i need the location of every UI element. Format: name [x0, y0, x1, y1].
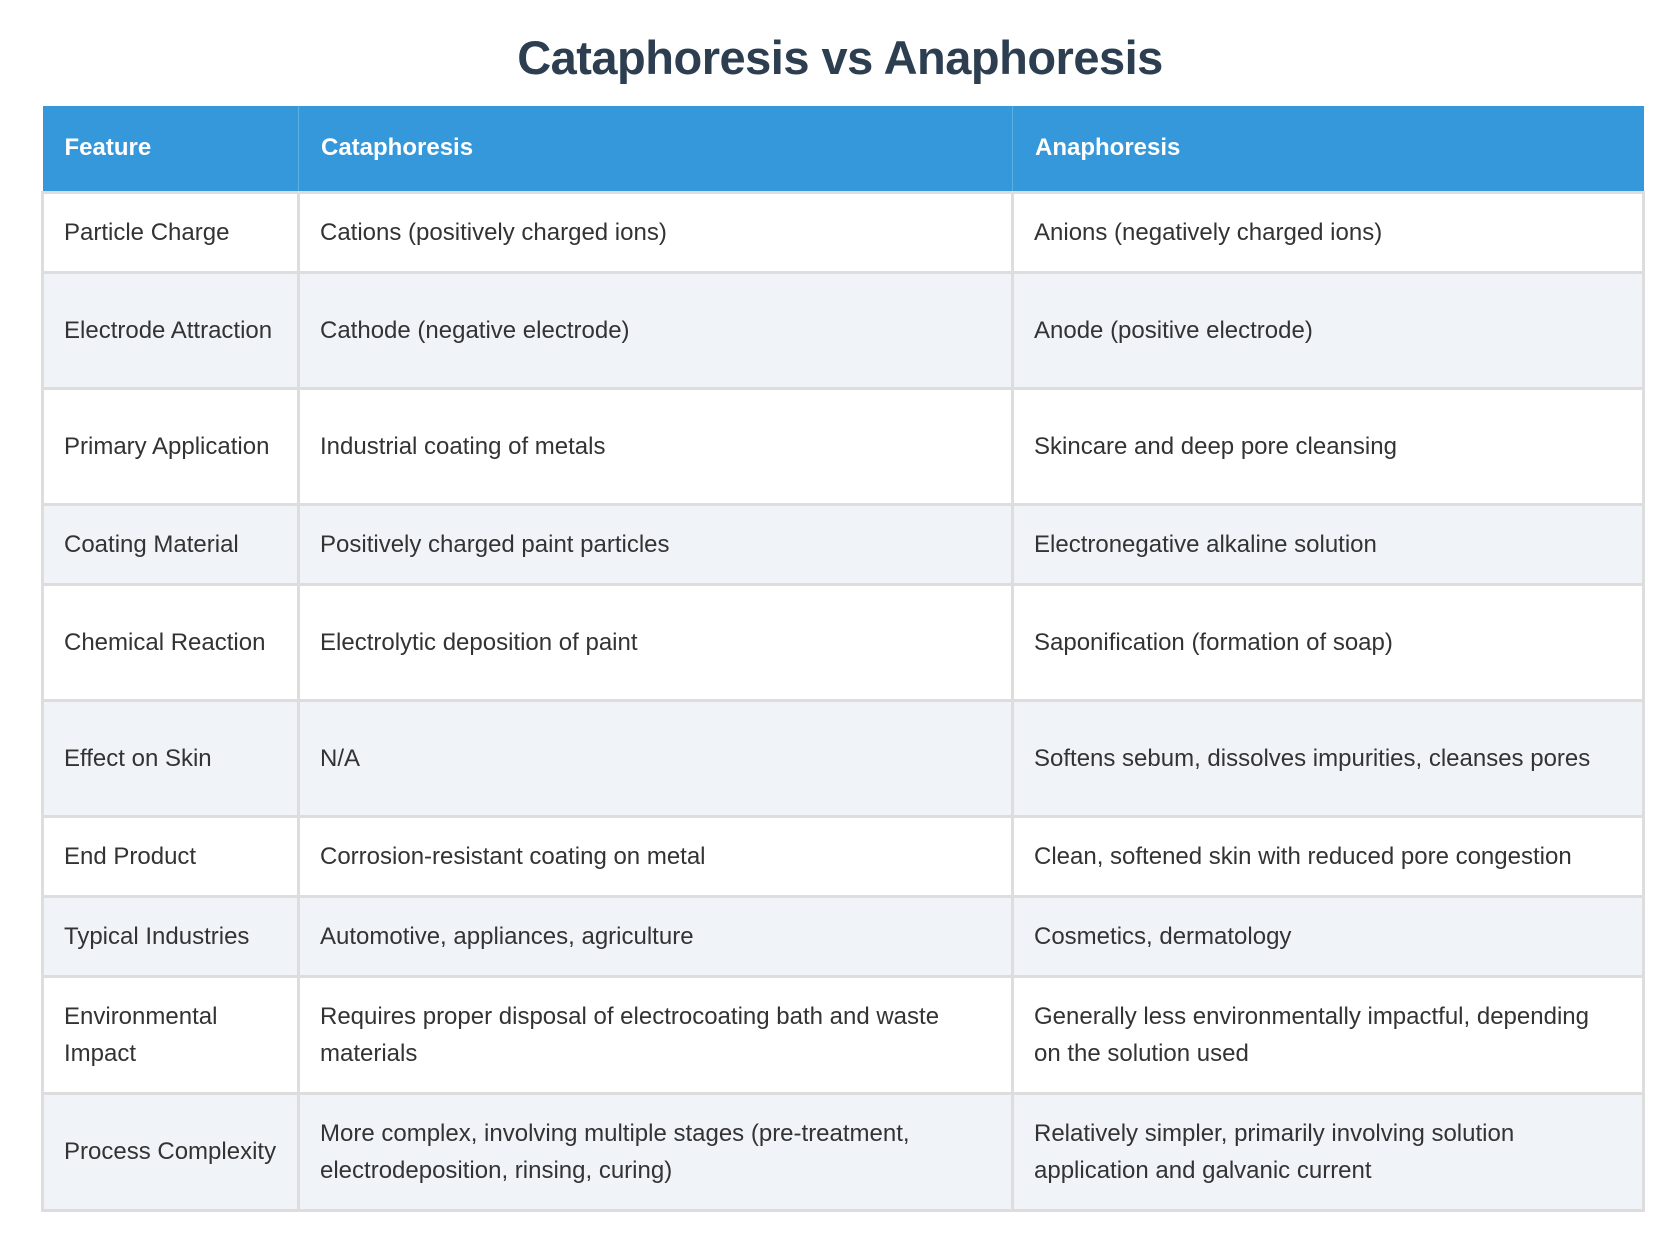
feature-cell: End Product [41, 814, 300, 898]
cataphoresis-cell: Requires proper disposal of electrocoati… [297, 974, 1014, 1095]
table-row: Chemical Reaction Electrolytic depositio… [41, 582, 1645, 702]
cataphoresis-cell: N/A [297, 698, 1014, 818]
table-row: Process Complexity More complex, involvi… [41, 1091, 1645, 1212]
table-row: Primary Application Industrial coating o… [41, 386, 1645, 506]
anaphoresis-cell: Electronegative alkaline solution [1011, 502, 1645, 586]
feature-cell: Primary Application [41, 386, 300, 506]
cataphoresis-cell: More complex, involving multiple stages … [297, 1091, 1014, 1212]
feature-cell: Particle Charge [41, 190, 300, 274]
anaphoresis-cell: Generally less environmentally impactful… [1011, 974, 1645, 1095]
table-header: Feature Cataphoresis Anaphoresis [42, 106, 1644, 193]
anaphoresis-cell: Softens sebum, dissolves impurities, cle… [1011, 698, 1645, 818]
table-row: Coating Material Positively charged pain… [41, 502, 1645, 586]
column-header-anaphoresis: Anaphoresis [1012, 106, 1644, 193]
column-header-feature: Feature [42, 106, 299, 193]
table-row: Environmental Impact Requires proper dis… [41, 974, 1645, 1095]
anaphoresis-cell: Anions (negatively charged ions) [1011, 190, 1645, 274]
anaphoresis-cell: Skincare and deep pore cleansing [1011, 386, 1645, 506]
feature-cell: Typical Industries [41, 894, 300, 978]
anaphoresis-cell: Clean, softened skin with reduced pore c… [1011, 814, 1645, 898]
table-row: Effect on Skin N/A Softens sebum, dissol… [41, 698, 1645, 818]
feature-cell: Process Complexity [41, 1091, 300, 1212]
cataphoresis-cell: Cations (positively charged ions) [297, 190, 1014, 274]
header-row: Feature Cataphoresis Anaphoresis [42, 106, 1644, 193]
table-row: End Product Corrosion-resistant coating … [41, 814, 1645, 898]
cataphoresis-cell: Automotive, appliances, agriculture [297, 894, 1014, 978]
cataphoresis-cell: Positively charged paint particles [297, 502, 1014, 586]
anaphoresis-cell: Cosmetics, dermatology [1011, 894, 1645, 978]
anaphoresis-cell: Relatively simpler, primarily involving … [1011, 1091, 1645, 1212]
feature-cell: Electrode Attraction [41, 270, 300, 390]
column-header-cataphoresis: Cataphoresis [298, 106, 1013, 193]
comparison-table: Feature Cataphoresis Anaphoresis Particl… [41, 106, 1645, 1212]
cataphoresis-cell: Corrosion-resistant coating on metal [297, 814, 1014, 898]
feature-cell: Environmental Impact [41, 974, 300, 1095]
feature-cell: Coating Material [41, 502, 300, 586]
table-row: Particle Charge Cations (positively char… [41, 190, 1645, 274]
feature-cell: Chemical Reaction [41, 582, 300, 702]
table-row: Typical Industries Automotive, appliance… [41, 894, 1645, 978]
cataphoresis-cell: Industrial coating of metals [297, 386, 1014, 506]
anaphoresis-cell: Saponification (formation of soap) [1011, 582, 1645, 702]
feature-cell: Effect on Skin [41, 698, 300, 818]
cataphoresis-cell: Cathode (negative electrode) [297, 270, 1014, 390]
anaphoresis-cell: Anode (positive electrode) [1011, 270, 1645, 390]
table-body: Particle Charge Cations (positively char… [41, 190, 1645, 1212]
cataphoresis-cell: Electrolytic deposition of paint [297, 582, 1014, 702]
table-row: Electrode Attraction Cathode (negative e… [41, 270, 1645, 390]
page-title: Cataphoresis vs Anaphoresis [517, 31, 1163, 84]
